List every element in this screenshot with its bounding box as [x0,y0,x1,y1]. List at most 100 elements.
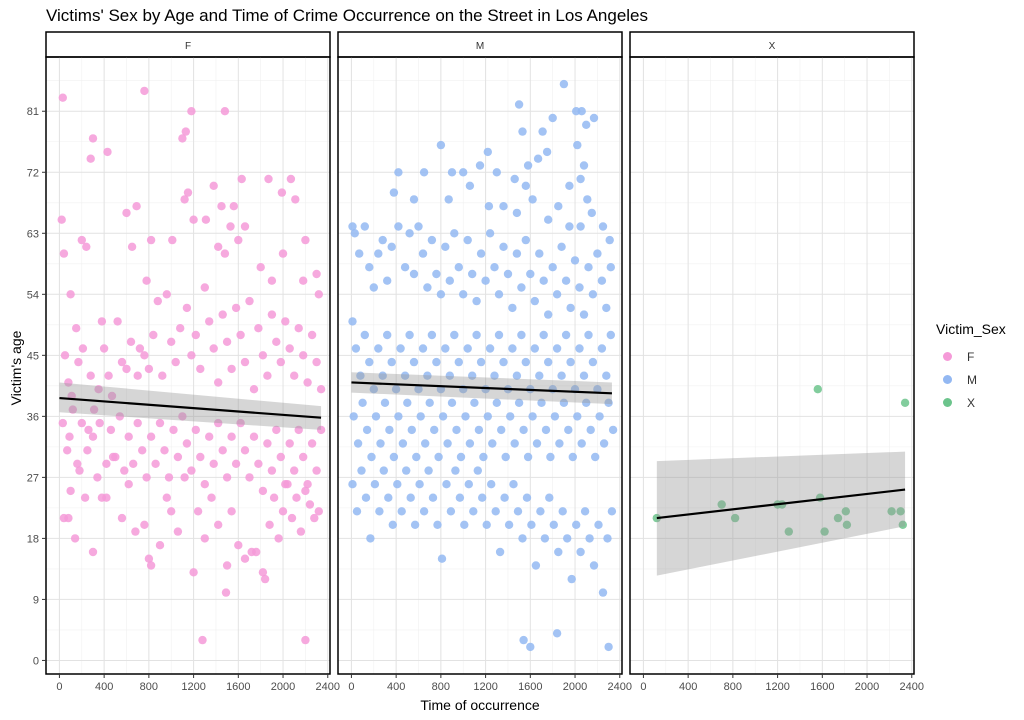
data-point-m [521,357,530,367]
data-point-m [514,398,524,407]
data-point-f [240,554,250,563]
data-point-m [586,425,595,435]
data-point-m [589,561,599,570]
data-point-m [579,371,589,380]
data-point-m [544,215,553,224]
data-point-f [66,486,75,496]
data-point-f [77,235,87,245]
data-point-f [258,486,268,496]
data-point-m [495,547,505,557]
data-point-f [178,134,187,143]
data-point-f [83,446,92,455]
data-point-f [72,324,81,333]
data-point-m [468,269,477,279]
x-tick-label: 400 [679,681,697,693]
data-point-m [361,493,371,502]
data-point-f [164,473,174,482]
data-point-f [140,351,149,360]
data-point-m [589,113,599,123]
data-point-f [124,432,133,441]
data-point-m [526,642,535,652]
data-point-f [193,507,203,516]
data-point-f [267,276,277,285]
data-point-x [841,507,850,516]
data-point-f [281,317,290,326]
data-point-f [181,127,190,136]
data-point-m [584,263,593,272]
data-point-m [488,439,497,448]
data-point-f [93,473,102,482]
data-point-m [519,425,528,435]
data-point-f [146,561,156,570]
x-tick-label: 1600 [810,681,834,693]
data-point-m [475,161,485,170]
y-axis-label: Victim's age [8,330,24,406]
data-point-f [160,446,169,455]
data-point-f [173,527,183,536]
data-point-m [576,222,585,231]
data-point-m [522,493,532,502]
data-point-f [290,371,299,380]
data-point-m [585,534,594,543]
data-point-f [231,459,241,468]
data-point-f [301,486,310,496]
data-point-m [432,357,441,367]
data-point-f [265,520,274,529]
data-point-m [555,439,564,448]
confidence-band-f [59,382,322,430]
data-point-f [155,541,165,550]
panel-x: X 0 400 800 1200 1600 2000 2400 [629,31,924,693]
data-point-m [482,520,491,529]
legend-title: Victim_Sex [936,321,1006,337]
data-point-f [290,466,299,475]
data-point-f [234,541,243,550]
data-point-m [434,452,443,462]
data-point-f [254,324,263,333]
x-tick-label: 2400 [608,681,632,693]
data-point-m [473,466,482,475]
data-point-f [84,425,93,435]
data-point-m [348,317,357,326]
data-point-f [122,364,131,374]
data-point-m [593,249,602,258]
data-point-m [456,452,466,462]
data-point-m [438,412,448,421]
data-point-m [483,147,492,157]
data-point-f [133,371,142,380]
data-point-m [441,242,450,251]
data-point-m [468,371,477,380]
data-point-f [88,547,98,557]
data-point-f [187,107,196,116]
data-point-f [258,351,268,360]
data-point-m [521,235,530,245]
data-point-m [606,330,615,340]
data-point-m [418,344,428,353]
y-tick-label: 36 [27,411,39,423]
data-point-m [465,439,475,448]
data-point-f [59,249,69,258]
data-point-m [583,195,592,204]
data-point-m [575,283,584,292]
data-point-m [389,188,399,197]
panel-border-m [337,56,623,675]
data-point-m [548,263,557,272]
legend-item-f: F [936,345,1006,368]
data-point-m [394,168,403,177]
data-point-m [455,493,465,502]
data-point-m [565,222,574,231]
data-point-m [554,202,563,211]
data-point-f [291,195,300,204]
data-point-m [433,520,442,529]
data-point-f [124,480,133,489]
x-tick-label: 800 [432,681,450,693]
data-point-m [423,371,432,380]
data-point-f [168,235,177,245]
data-point-f [276,452,285,462]
data-point-f [312,466,321,475]
data-point-m [428,493,438,502]
data-point-m [460,520,469,529]
strip-label-x: X [769,41,776,52]
data-point-f [278,249,288,258]
data-point-m [541,425,551,435]
data-point-m [497,425,506,435]
